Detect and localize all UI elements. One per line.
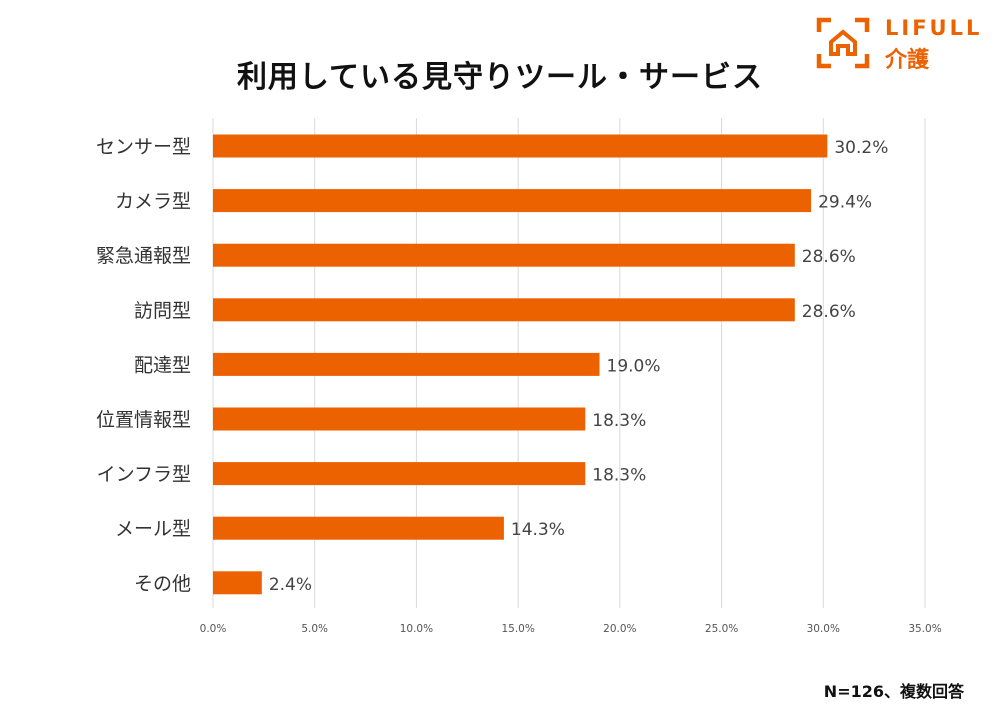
x-tick-label: 10.0%	[400, 623, 433, 635]
category-label: カメラ型	[115, 191, 191, 213]
value-label: 28.6%	[802, 302, 856, 322]
value-label: 30.2%	[834, 138, 888, 158]
x-tick-label: 15.0%	[501, 623, 534, 635]
bar	[213, 352, 600, 376]
value-label: 18.3%	[592, 411, 646, 431]
value-label: 14.3%	[511, 520, 565, 540]
house-bracket-icon	[816, 17, 870, 69]
category-label: その他	[134, 573, 191, 595]
footnote: N=126、複数回答	[823, 682, 964, 701]
bar	[213, 243, 795, 267]
category-label: インフラ型	[97, 464, 191, 486]
category-label: センサー型	[96, 136, 191, 158]
category-label: メール型	[115, 518, 191, 540]
value-label: 2.4%	[269, 575, 312, 595]
category-label: 緊急通報型	[96, 245, 191, 267]
bar	[213, 134, 828, 158]
x-tick-label: 30.0%	[807, 623, 840, 635]
value-label: 19.0%	[607, 356, 661, 376]
value-label: 28.6%	[802, 247, 856, 267]
x-tick-label: 5.0%	[301, 623, 328, 635]
x-tick-label: 0.0%	[200, 623, 227, 635]
bar	[213, 571, 262, 595]
bar	[213, 516, 504, 540]
logo-brand-text: LIFULL	[885, 16, 983, 40]
category-label: 配達型	[134, 354, 191, 376]
bar	[213, 462, 586, 486]
x-tick-label: 35.0%	[908, 623, 941, 635]
bar	[213, 407, 586, 431]
value-label: 29.4%	[818, 193, 872, 213]
logo-sub-text: 介護	[885, 48, 930, 73]
value-label: 18.3%	[592, 466, 646, 486]
bar	[213, 189, 812, 213]
bar	[213, 298, 795, 322]
x-tick-label: 20.0%	[603, 623, 636, 635]
chart-title: 利用している見守りツール・サービス	[236, 60, 764, 95]
category-label: 位置情報型	[96, 409, 191, 431]
category-label: 訪問型	[134, 300, 191, 322]
x-tick-label: 25.0%	[705, 623, 738, 635]
brand-logo: LIFULL 介護	[815, 14, 985, 73]
